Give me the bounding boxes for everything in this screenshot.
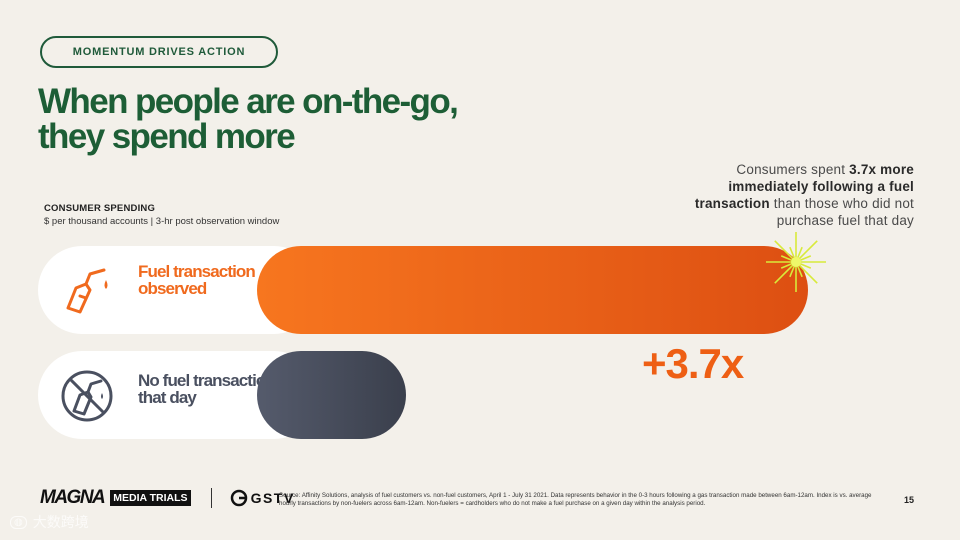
watermark-logo-icon: ◍ (10, 515, 27, 529)
source-note: Source: Affinity Solutions, analysis of … (279, 492, 872, 507)
page-number: 15 (904, 495, 915, 505)
page-title-line-2: they spend more (38, 117, 296, 156)
page-title: When people are on-the-go, they spend mo… (38, 82, 459, 156)
footer-logos: MAGNA MEDIA TRIALS GSTV (40, 484, 295, 512)
sparkle-core (791, 257, 801, 267)
watermark: ◍ 大数跨境 (10, 512, 89, 532)
watermark-text: 大数跨境 (32, 514, 89, 530)
callout-bold: 3.7x more immediately following a fuel t… (694, 162, 914, 211)
media-trials-logo: MEDIA TRIALS (110, 490, 191, 506)
callout-pre: Consumers spent (736, 162, 850, 177)
chart-subtitle: $ per thousand accounts | 3-hr post obse… (44, 216, 280, 227)
callout-text: Consumers spent 3.7x more immediately fo… (684, 161, 914, 229)
row-label-nofuel: No fuel transaction that day (138, 371, 276, 407)
gstv-mark-icon (230, 489, 247, 507)
magna-logo: MAGNA (40, 487, 106, 508)
no-fuel-icon (56, 365, 118, 427)
sparkle-burst-icon (766, 232, 826, 292)
chart-header: CONSUMER SPENDING $ per thousand account… (44, 203, 279, 227)
bar-fuel (257, 246, 808, 334)
multiplier-label: +3.7x (642, 340, 744, 387)
bar-nofuel (257, 351, 406, 439)
fuel-nozzle-icon (56, 260, 118, 322)
callout-post: than those who did not purchase fuel tha… (769, 196, 914, 228)
row-label-fuel: Fuel transaction observed (138, 262, 256, 298)
gstv-logo: GSTV (230, 489, 295, 507)
page-title-line-1: When people are on-the-go, (38, 82, 459, 121)
gstv-text: GSTV (250, 490, 295, 506)
chart-title: CONSUMER SPENDING (44, 203, 156, 214)
logo-divider (210, 488, 212, 508)
section-tag: MOMENTUM DRIVES ACTION (40, 36, 278, 68)
